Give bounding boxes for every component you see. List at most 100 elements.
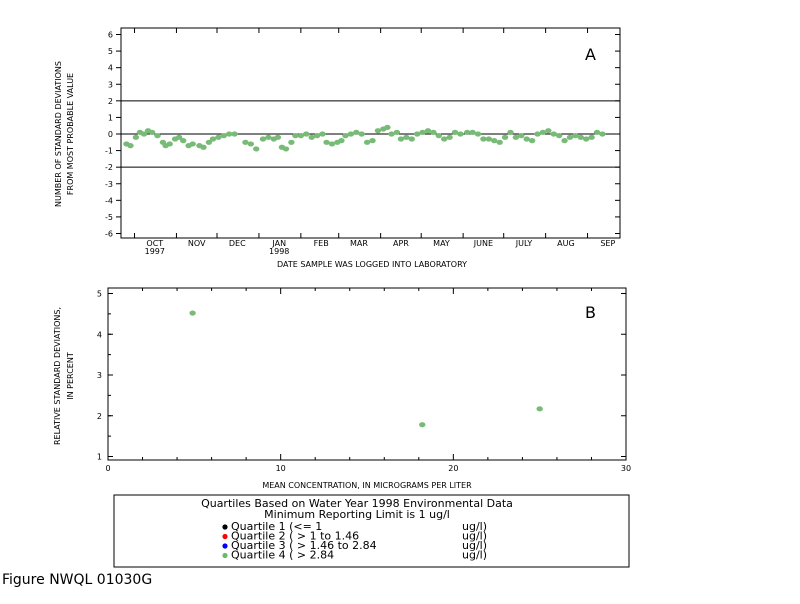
legend-items: Quartile 1 (<= 1 ug/l) Quartile 2 ( > 1 to… xyxy=(222,520,487,562)
data-point xyxy=(474,131,482,137)
data-point xyxy=(358,131,365,137)
y-tick-label: 1 xyxy=(97,453,102,462)
data-point xyxy=(403,134,410,140)
y-tick-label: 5 xyxy=(97,290,102,299)
legend-label: Quartile 3 ( > 1.46 to 2.84 xyxy=(231,539,377,552)
data-point xyxy=(215,134,222,140)
x-tick-label: APR xyxy=(393,239,409,248)
panel-a-x-title: DATE SAMPLE WAS LOGGED INTO LABORATORY xyxy=(277,260,467,269)
data-point xyxy=(274,134,282,140)
data-point xyxy=(469,129,476,135)
x-tick-label: NOV xyxy=(188,239,206,248)
data-point xyxy=(518,133,525,139)
data-point xyxy=(175,134,183,140)
x-tick-label: FEB xyxy=(314,239,329,248)
x-tick-label: JULY xyxy=(515,239,533,248)
panel-b-y-title-line2: IN PERCENT xyxy=(66,352,75,400)
data-point xyxy=(480,136,487,142)
panel-b-letter: B xyxy=(585,303,596,322)
legend-label: Quartile 2 ( > 1 to 1.46 xyxy=(231,530,359,543)
y-tick-label: -5 xyxy=(105,213,113,222)
data-point xyxy=(397,136,405,142)
y-tick-label: 0 xyxy=(108,130,113,139)
panel-b-frame xyxy=(107,287,627,461)
data-point xyxy=(572,133,579,139)
data-point xyxy=(534,131,541,137)
data-point xyxy=(539,129,547,135)
data-point xyxy=(189,141,196,147)
data-point xyxy=(166,141,173,147)
data-point xyxy=(496,139,503,145)
data-point xyxy=(457,131,464,137)
legend-marker xyxy=(222,533,228,540)
data-point xyxy=(369,138,376,144)
data-point xyxy=(323,139,330,145)
panel-b-y-axis: 5 4 3 2 1 xyxy=(97,290,626,462)
data-point xyxy=(393,129,401,135)
quartile-legend: Quartiles Based on Water Year 1998 Envir… xyxy=(113,494,630,568)
data-point xyxy=(388,131,395,137)
data-point xyxy=(545,128,552,134)
data-point xyxy=(259,136,267,142)
x-tick-label: 20 xyxy=(448,464,458,473)
y-tick-label: 2 xyxy=(108,97,113,106)
data-point xyxy=(242,139,249,145)
data-point xyxy=(200,144,207,150)
data-point xyxy=(507,129,514,135)
y-tick-label: 5 xyxy=(108,47,113,56)
data-point xyxy=(430,129,437,135)
legend-unit: ug/l) xyxy=(462,549,487,562)
y-tick-label: -6 xyxy=(105,230,113,239)
data-point xyxy=(555,133,563,139)
data-point xyxy=(384,124,391,130)
data-point xyxy=(225,131,233,137)
y-tick-label: 4 xyxy=(108,64,113,73)
data-point xyxy=(588,134,595,140)
y-tick-label: 6 xyxy=(108,31,113,40)
data-point xyxy=(303,131,310,137)
panel-a-y-title-line1: NUMBER OF STANDARD DEVIATIONS xyxy=(54,61,63,207)
y-tick-label: -1 xyxy=(105,147,113,156)
data-point xyxy=(288,139,295,145)
data-point xyxy=(338,138,345,144)
data-point xyxy=(247,141,255,147)
data-point xyxy=(523,136,530,142)
data-point xyxy=(491,138,498,144)
x-tick-label: 30 xyxy=(621,464,631,473)
panel-b-x-axis: 0 10 20 30 xyxy=(105,288,631,473)
panel-b-chart: 5 4 3 2 1 0 10 20 30 B RELATIVE STANDARD DEVIAT… xyxy=(53,287,631,490)
x-tick-label: MAY xyxy=(433,239,450,248)
data-point xyxy=(463,129,471,135)
panel-a-points xyxy=(123,124,606,152)
data-point xyxy=(209,136,217,142)
data-point xyxy=(154,133,161,139)
panel-b-x-title: MEAN CONCENTRATION, IN MICROGRAMS PER LI… xyxy=(262,481,472,490)
data-point xyxy=(419,129,426,135)
x-tick-label: 0 xyxy=(105,464,110,473)
x-tick-label: 10 xyxy=(276,464,286,473)
data-point xyxy=(451,129,459,135)
panel-a-letter: A xyxy=(585,45,596,64)
legend-unit: ug/l) xyxy=(462,530,487,543)
legend-title-line1: Quartiles Based on Water Year 1998 Envir… xyxy=(201,497,513,510)
data-point xyxy=(140,131,148,137)
data-point xyxy=(446,134,453,140)
x-tick-label: JAN xyxy=(271,239,286,248)
legend-label: Quartile 4 ( > 2.84 xyxy=(231,549,334,562)
legend-unit: ug/l) xyxy=(462,520,487,533)
data-point xyxy=(205,139,213,145)
legend-label: Quartile 1 (<= 1 xyxy=(231,520,322,533)
x-tick-label: MAR xyxy=(350,239,368,248)
x-tick-label: JUNE xyxy=(473,239,493,248)
data-point xyxy=(582,136,590,142)
x-tick-label: AUG xyxy=(557,239,575,248)
data-point xyxy=(363,139,371,145)
legend-marker xyxy=(222,552,228,559)
legend-marker xyxy=(222,543,228,549)
legend-box xyxy=(113,494,630,568)
y-tick-label: 4 xyxy=(97,330,102,339)
panel-b-points xyxy=(189,310,543,428)
data-point xyxy=(220,133,227,139)
